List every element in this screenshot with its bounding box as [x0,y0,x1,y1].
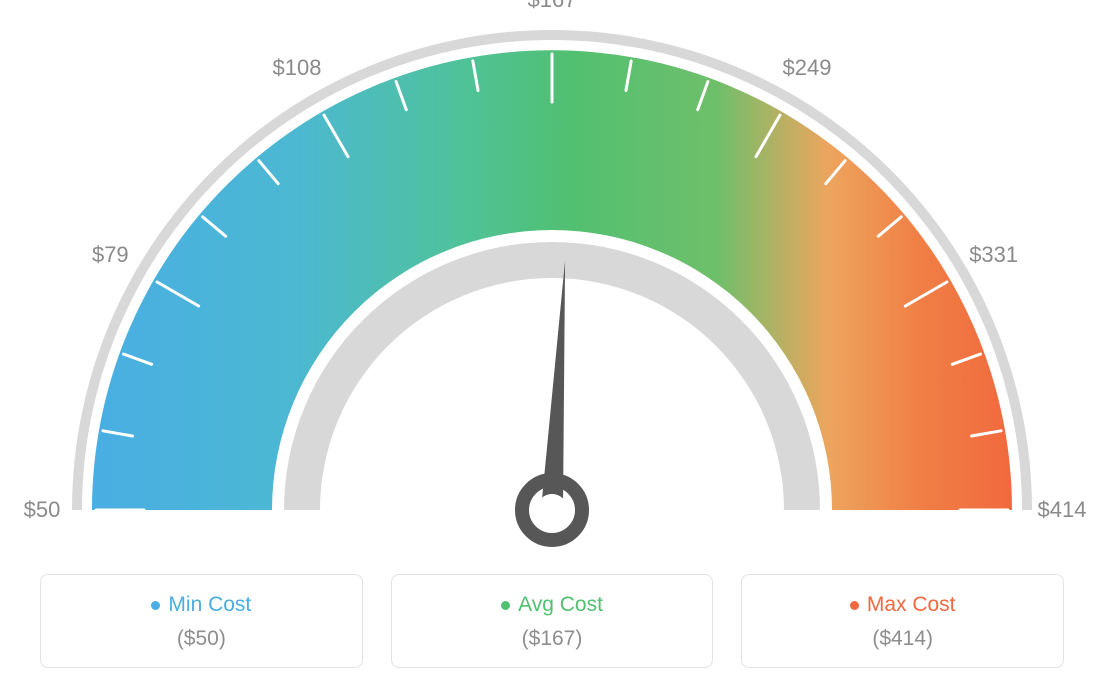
gauge-svg [0,0,1104,560]
legend-title-max: Max Cost [850,593,956,617]
dot-icon [501,601,510,610]
legend-card-avg: Avg Cost ($167) [391,574,714,668]
gauge-tick-label: $50 [24,497,61,523]
legend-label-avg: Avg Cost [518,593,603,617]
legend-title-min: Min Cost [151,593,251,617]
legend-value-avg: ($167) [402,627,703,651]
gauge-tick-label: $167 [528,0,577,13]
legend-card-max: Max Cost ($414) [741,574,1064,668]
gauge-tick-label: $249 [783,55,832,81]
legend-label-max: Max Cost [867,593,956,617]
gauge-tick-label: $79 [92,242,129,268]
legend-row: Min Cost ($50) Avg Cost ($167) Max Cost … [0,574,1104,668]
gauge-tick-label: $331 [969,242,1018,268]
legend-card-min: Min Cost ($50) [40,574,363,668]
gauge-tick-label: $414 [1038,497,1087,523]
dot-icon [850,601,859,610]
dot-icon [151,601,160,610]
cost-gauge: $50 $79 $108 $167 $249 $331 $414 [0,0,1104,560]
gauge-tick-label: $108 [273,55,322,81]
legend-value-min: ($50) [51,627,352,651]
legend-value-max: ($414) [752,627,1053,651]
legend-label-min: Min Cost [168,593,251,617]
legend-title-avg: Avg Cost [501,593,603,617]
